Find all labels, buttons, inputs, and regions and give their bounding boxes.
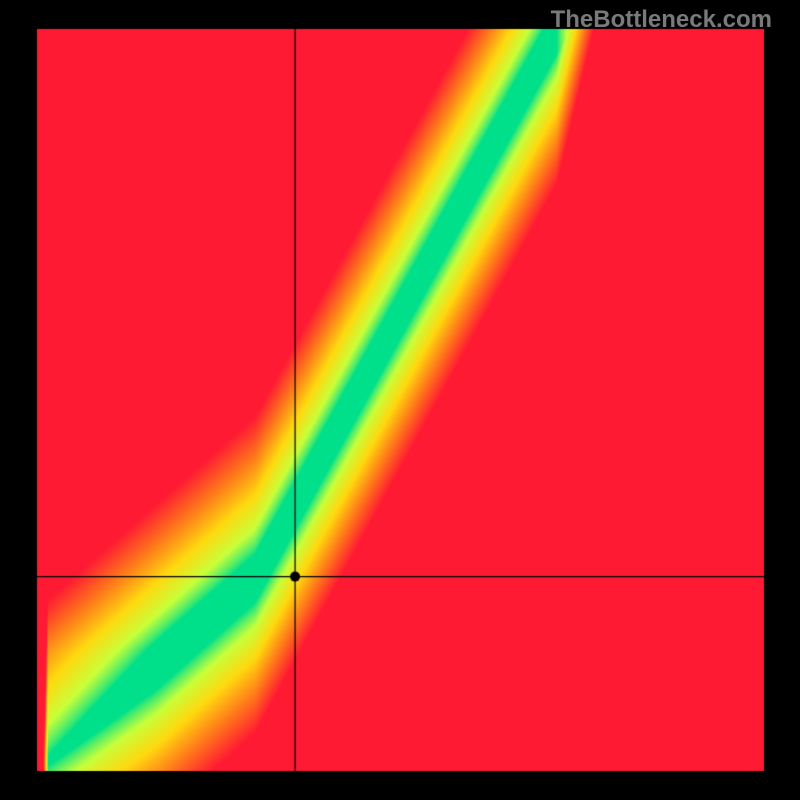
root: TheBottleneck.com [0, 0, 800, 800]
bottleneck-heatmap [0, 0, 800, 800]
watermark-text: TheBottleneck.com [551, 6, 772, 34]
